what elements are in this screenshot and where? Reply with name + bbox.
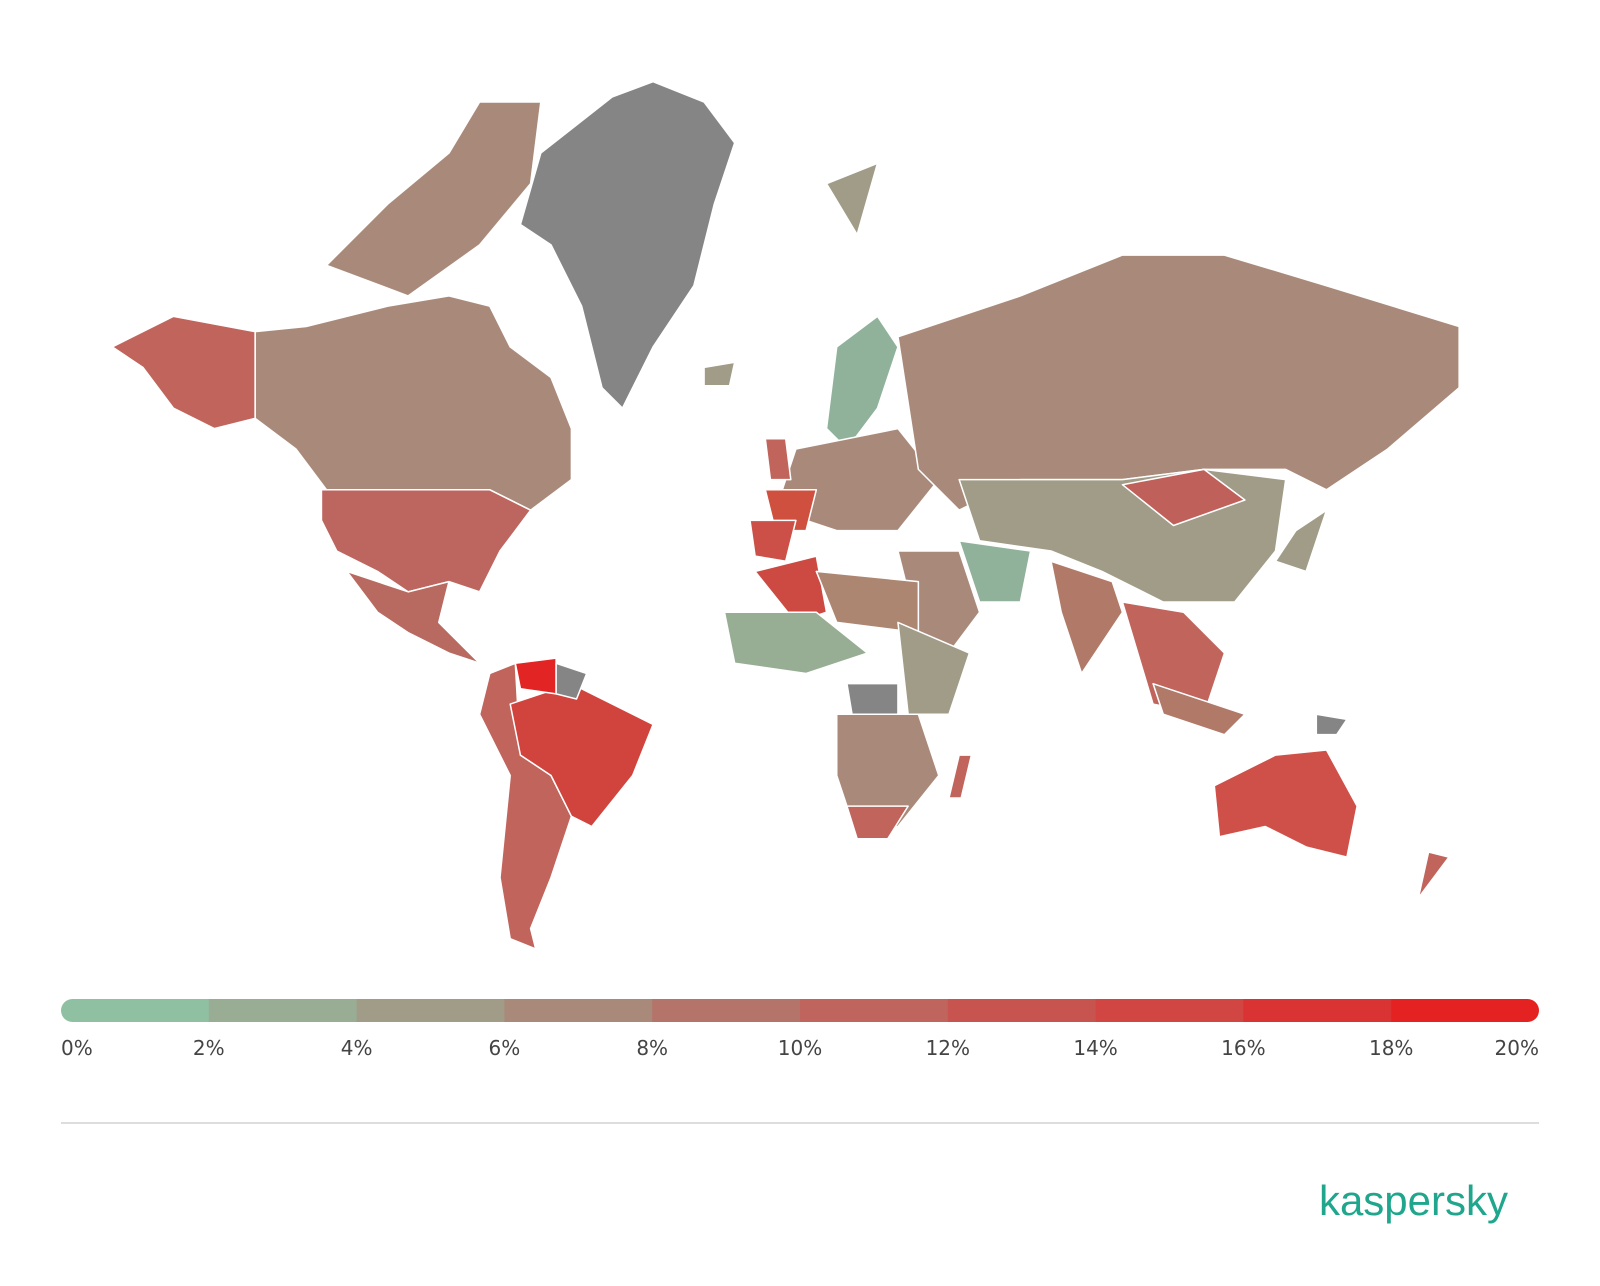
legend-segment (1243, 999, 1392, 1022)
country (815, 570, 920, 634)
legend-segment (800, 999, 949, 1022)
legend-tick-label: 4% (341, 1036, 373, 1060)
country (1121, 468, 1246, 527)
country (749, 519, 797, 562)
country (948, 754, 973, 799)
legend-tick-label: 12% (926, 1036, 970, 1060)
legend-segment (652, 999, 801, 1022)
legend-segment (356, 999, 505, 1022)
country (1315, 713, 1348, 736)
legend-tick-label: 14% (1073, 1036, 1117, 1060)
country (1274, 509, 1328, 573)
country (1121, 601, 1226, 716)
country (346, 570, 481, 665)
legend-tick-label: 2% (193, 1036, 225, 1060)
country (111, 315, 256, 430)
legend: 0% 2% 4% 6% 8% 10% 12% 14% 16% 18% 20% (61, 999, 1539, 1060)
country (846, 805, 909, 840)
logo: kaspersky (1319, 1177, 1508, 1224)
country (519, 80, 736, 409)
legend-tick-label: 8% (636, 1036, 668, 1060)
legend-tick-label: 18% (1369, 1036, 1413, 1060)
legend-tick-label: 0% (61, 1036, 93, 1060)
country (1152, 682, 1246, 736)
legend-tick-label: 16% (1221, 1036, 1265, 1060)
legend-segment (1391, 999, 1539, 1022)
legend-segment (504, 999, 653, 1022)
country (723, 611, 869, 675)
country (555, 662, 588, 700)
country (897, 621, 971, 716)
legend-segment (61, 999, 210, 1022)
legend-segment (208, 999, 358, 1022)
country (764, 438, 792, 481)
country (703, 361, 736, 387)
country (1417, 851, 1450, 899)
legend-segment (947, 999, 1097, 1022)
world-map (111, 80, 1460, 950)
country (1050, 560, 1124, 675)
country (254, 295, 573, 511)
country (825, 162, 879, 236)
legend-tick-label: 20% (1495, 1036, 1539, 1060)
country (325, 101, 542, 297)
legend-tick-label: 6% (489, 1036, 521, 1060)
country (509, 682, 654, 828)
country (958, 540, 1032, 603)
legend-tick-label: 10% (778, 1036, 822, 1060)
country (754, 555, 828, 624)
country (514, 657, 557, 695)
legend-segment (1095, 999, 1244, 1022)
country (825, 315, 899, 450)
country (1213, 749, 1358, 858)
